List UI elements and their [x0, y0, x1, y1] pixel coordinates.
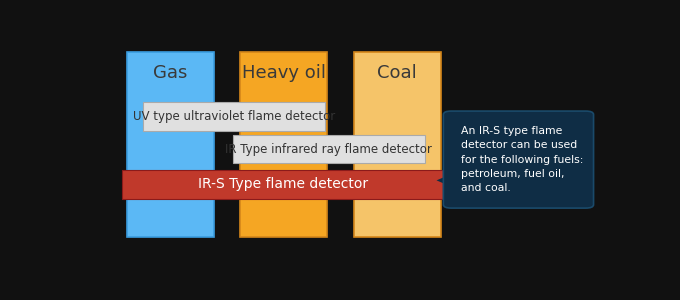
FancyBboxPatch shape — [122, 170, 443, 199]
Text: An IR-S type flame
detector can be used
for the following fuels:
petroleum, fuel: An IR-S type flame detector can be used … — [461, 126, 583, 194]
Text: Coal: Coal — [377, 64, 417, 82]
FancyBboxPatch shape — [443, 111, 594, 208]
Text: Gas: Gas — [154, 64, 188, 82]
Text: Heavy oil: Heavy oil — [242, 64, 326, 82]
Text: IR-S Type flame detector: IR-S Type flame detector — [198, 177, 368, 191]
Text: IR Type infrared ray flame detector: IR Type infrared ray flame detector — [225, 143, 432, 156]
Text: UV type ultraviolet flame detector: UV type ultraviolet flame detector — [133, 110, 335, 123]
FancyBboxPatch shape — [127, 52, 214, 237]
FancyBboxPatch shape — [354, 52, 441, 237]
FancyBboxPatch shape — [233, 135, 425, 163]
Polygon shape — [437, 173, 454, 188]
FancyBboxPatch shape — [241, 52, 327, 237]
FancyBboxPatch shape — [143, 102, 325, 131]
